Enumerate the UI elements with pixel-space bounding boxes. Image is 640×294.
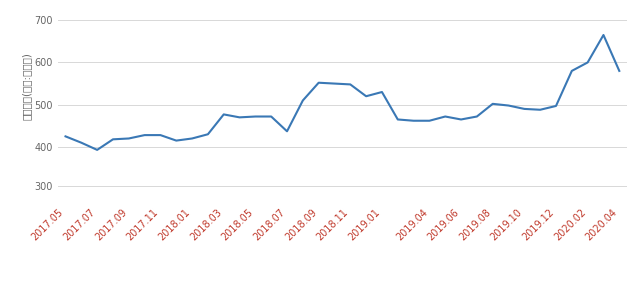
Y-axis label: 거래금액(단위:백만원): 거래금액(단위:백만원) (22, 52, 31, 120)
